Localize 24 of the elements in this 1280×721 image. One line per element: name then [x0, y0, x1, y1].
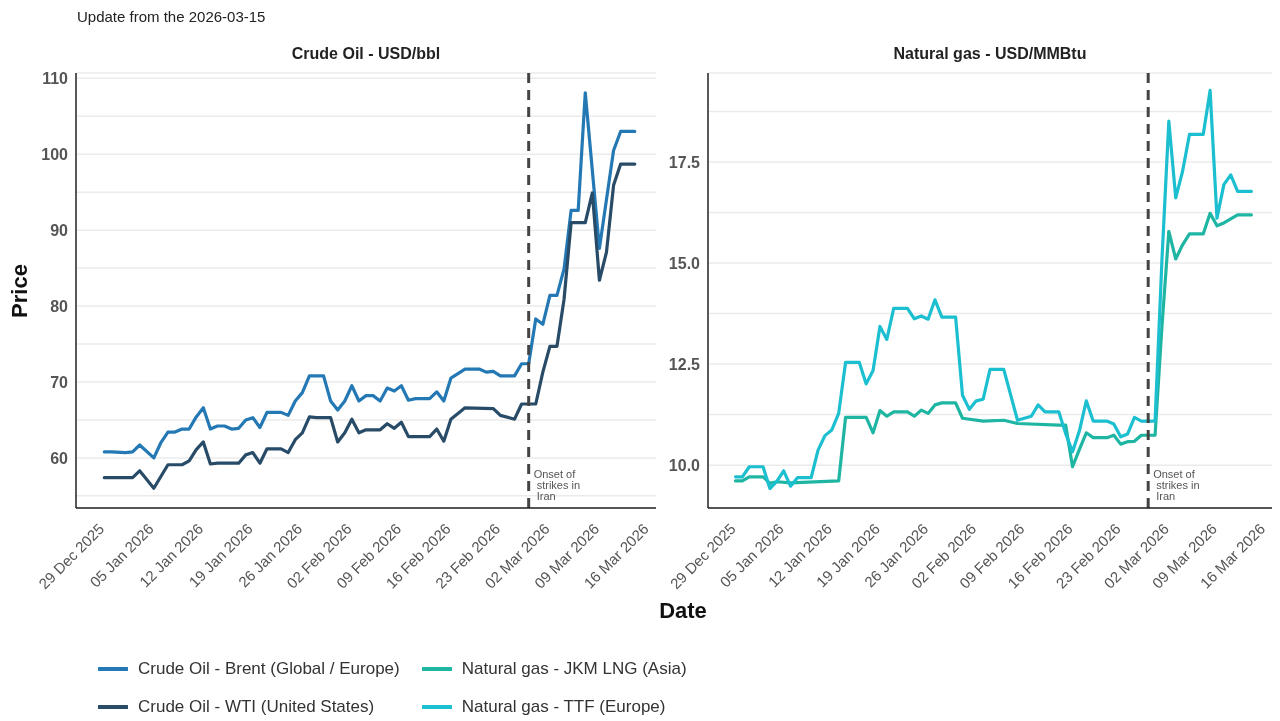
legend-label: Crude Oil - Brent (Global / Europe)	[138, 659, 400, 679]
y-tick-label: 15.0	[668, 254, 701, 272]
x-axis-title: Date	[658, 598, 708, 624]
line-series	[102, 91, 637, 460]
y-tick-label: 12.5	[668, 355, 701, 373]
y-axis-title: Price	[7, 263, 33, 320]
line-series	[102, 162, 637, 490]
ref-line-label: Onset of strikes in Iran	[533, 468, 581, 502]
legend-label: Natural gas - TTF (Europe)	[461, 697, 666, 717]
y-tick-label: 90	[50, 221, 69, 239]
legend-label: Crude Oil - WTI (United States)	[138, 697, 375, 717]
y-tick-label: 10.0	[668, 456, 701, 474]
legend-label: Natural gas - JKM LNG (Asia)	[461, 659, 687, 679]
y-tick-label: 80	[50, 297, 69, 315]
y-tick-label: 100	[41, 145, 69, 163]
text: Update from the 2026-03-15	[77, 8, 266, 25]
y-tick-label: 60	[50, 449, 69, 467]
chart-title: Natural gas - USD/MMBtu	[892, 45, 1088, 63]
y-tick-label: 110	[42, 69, 69, 87]
ref-line-label: Onset of strikes in Iran	[1153, 468, 1200, 502]
y-tick-label: 17.5	[668, 153, 701, 171]
y-tick-label: 70	[50, 373, 69, 391]
line-series	[733, 88, 1253, 491]
chart-title: Crude Oil - USD/bbl	[290, 45, 442, 63]
